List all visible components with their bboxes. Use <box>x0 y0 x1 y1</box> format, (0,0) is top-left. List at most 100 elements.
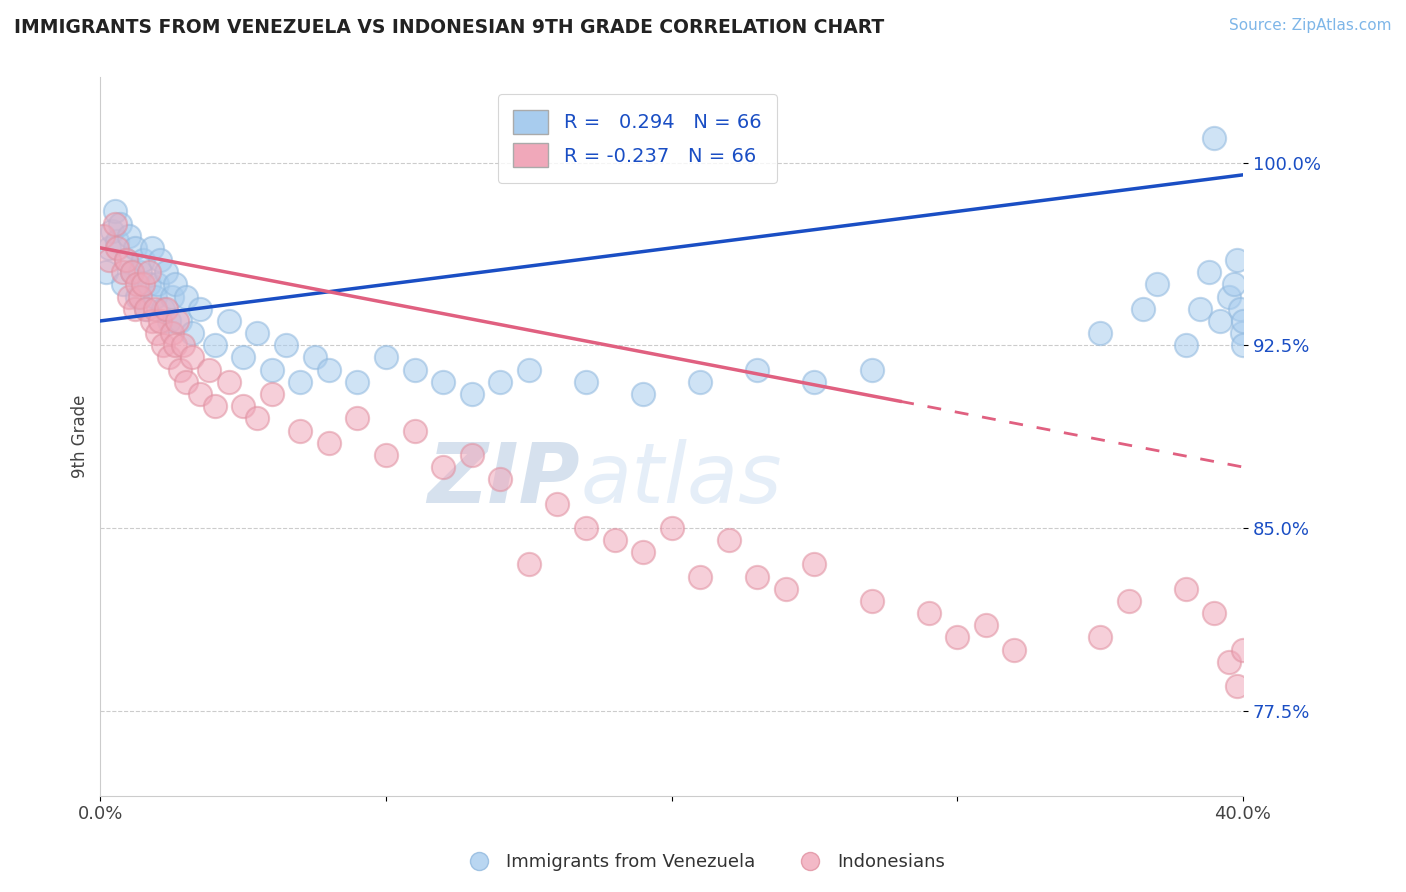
Point <box>169 314 191 328</box>
Point <box>661 521 683 535</box>
Point <box>107 234 129 248</box>
Point <box>918 606 941 620</box>
Point <box>152 301 174 316</box>
Point <box>1226 679 1249 693</box>
Point <box>404 362 426 376</box>
Point <box>121 265 143 279</box>
Point <box>188 387 211 401</box>
Point <box>517 558 540 572</box>
Point <box>163 277 186 292</box>
Point <box>97 241 120 255</box>
Point <box>860 362 883 376</box>
Point <box>146 277 169 292</box>
Point <box>747 362 769 376</box>
Y-axis label: 9th Grade: 9th Grade <box>72 395 89 478</box>
Point <box>121 265 143 279</box>
Point <box>631 545 654 559</box>
Point <box>166 314 188 328</box>
Point <box>304 351 326 365</box>
Point <box>290 424 312 438</box>
Point <box>1223 277 1246 292</box>
Text: IMMIGRANTS FROM VENEZUELA VS INDONESIAN 9TH GRADE CORRELATION CHART: IMMIGRANTS FROM VENEZUELA VS INDONESIAN … <box>14 18 884 37</box>
Point <box>346 375 368 389</box>
Point <box>127 277 149 292</box>
Point <box>404 424 426 438</box>
Point <box>318 435 340 450</box>
Point <box>107 241 129 255</box>
Point <box>375 448 398 462</box>
Point <box>375 351 398 365</box>
Point <box>149 314 172 328</box>
Point <box>1229 301 1251 316</box>
Point <box>1204 606 1226 620</box>
Point <box>135 301 157 316</box>
Point <box>1198 265 1220 279</box>
Point <box>603 533 626 547</box>
Point <box>489 472 512 486</box>
Text: atlas: atlas <box>581 439 782 520</box>
Point <box>1209 314 1232 328</box>
Point <box>575 521 598 535</box>
Point <box>141 314 163 328</box>
Point <box>274 338 297 352</box>
Point <box>1232 338 1254 352</box>
Point <box>260 387 283 401</box>
Point <box>775 582 797 596</box>
Point <box>717 533 740 547</box>
Point <box>198 362 221 376</box>
Point <box>246 411 269 425</box>
Point <box>132 277 155 292</box>
Point <box>432 375 454 389</box>
Point <box>218 314 240 328</box>
Point <box>747 569 769 583</box>
Point <box>460 387 482 401</box>
Point <box>174 375 197 389</box>
Point <box>132 253 155 268</box>
Point <box>575 375 598 389</box>
Point <box>143 289 166 303</box>
Point <box>860 594 883 608</box>
Point <box>174 289 197 303</box>
Point <box>155 301 177 316</box>
Point <box>232 399 254 413</box>
Point <box>169 362 191 376</box>
Point <box>155 265 177 279</box>
Point <box>143 301 166 316</box>
Point <box>157 314 180 328</box>
Point <box>803 375 825 389</box>
Point <box>946 631 969 645</box>
Point <box>163 338 186 352</box>
Point <box>129 289 152 303</box>
Point <box>489 375 512 389</box>
Point <box>180 351 202 365</box>
Point <box>1232 642 1254 657</box>
Point <box>204 399 226 413</box>
Text: Source: ZipAtlas.com: Source: ZipAtlas.com <box>1229 18 1392 33</box>
Point <box>97 253 120 268</box>
Point <box>546 497 568 511</box>
Point <box>689 569 711 583</box>
Point <box>689 375 711 389</box>
Point <box>432 460 454 475</box>
Point <box>101 224 124 238</box>
Point <box>1146 277 1168 292</box>
Point <box>160 289 183 303</box>
Point <box>118 289 141 303</box>
Point <box>146 326 169 340</box>
Point <box>115 253 138 268</box>
Point <box>204 338 226 352</box>
Point <box>803 558 825 572</box>
Point <box>188 301 211 316</box>
Point <box>94 265 117 279</box>
Point <box>149 253 172 268</box>
Point <box>135 301 157 316</box>
Point <box>1132 301 1154 316</box>
Point <box>112 277 135 292</box>
Point <box>1204 131 1226 145</box>
Point <box>180 326 202 340</box>
Point <box>115 253 138 268</box>
Point <box>157 351 180 365</box>
Point <box>218 375 240 389</box>
Point <box>141 241 163 255</box>
Point <box>1232 314 1254 328</box>
